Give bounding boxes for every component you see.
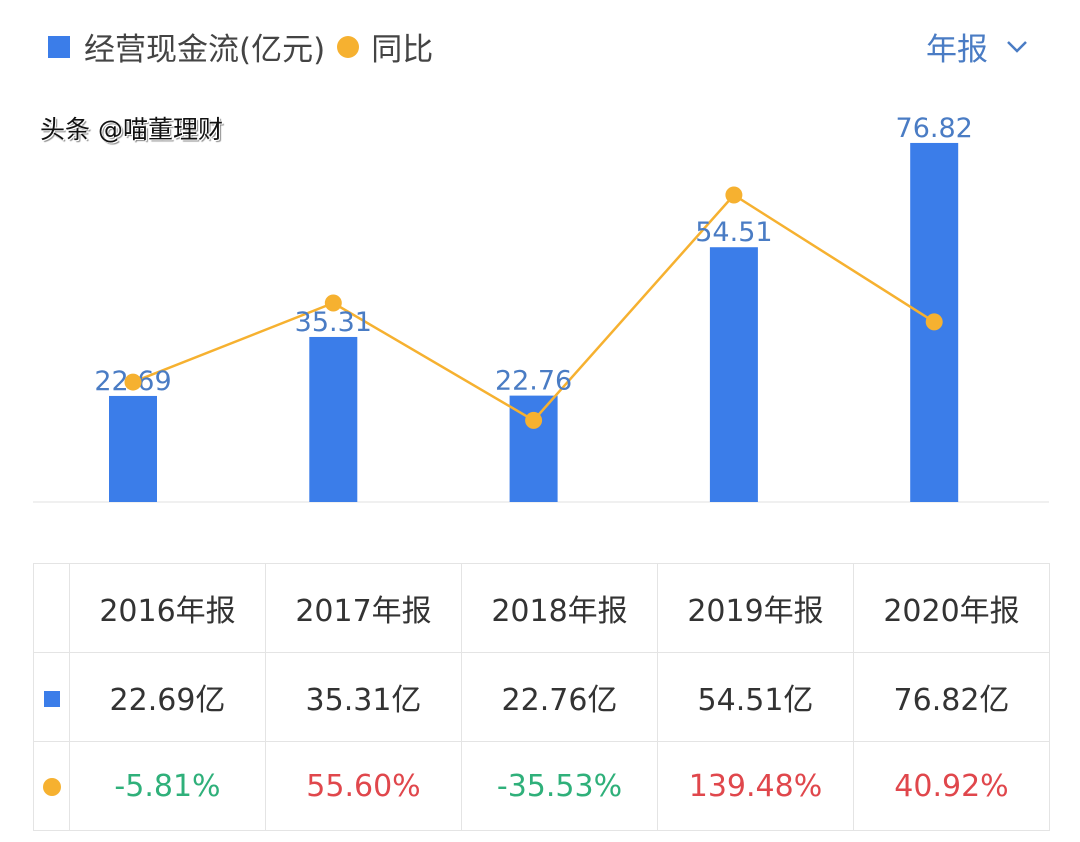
line-legend-swatch: [337, 35, 360, 58]
table-cell: 76.82亿: [853, 652, 1050, 742]
growth-point: [525, 411, 543, 429]
table-cell: -35.53%: [461, 741, 658, 831]
table-header: 2017年报: [265, 563, 462, 653]
watermark: 头条 @喵董理财: [40, 115, 223, 144]
bar: [109, 395, 157, 502]
table-cell: 35.31亿: [265, 652, 462, 742]
bar-data-label: 35.31: [295, 307, 372, 338]
bar-data-label: 76.82: [896, 113, 973, 144]
bar-data-label: 54.51: [695, 217, 772, 248]
period-label: 年报: [926, 32, 988, 68]
growth-point: [124, 373, 142, 391]
bar-legend-label: 经营现金流(亿元): [84, 32, 326, 68]
table-cell: -5.81%: [69, 741, 266, 831]
bar: [309, 336, 358, 502]
table-cell: 55.60%: [265, 741, 462, 831]
table-header: 2018年报: [461, 563, 658, 653]
table-cell: 139.48%: [657, 741, 854, 831]
chevron-down-icon: [1007, 40, 1027, 53]
legend: 经营现金流(亿元) 同比: [48, 24, 433, 69]
line-legend-label: 同比: [371, 32, 434, 68]
table-row-values: 22.69亿 35.31亿 22.76亿 54.51亿 76.82亿: [33, 652, 1050, 742]
table-row-growth: -5.81% 55.60% -35.53% 139.48% 40.92%: [33, 741, 1050, 831]
table-cell: 54.51亿: [657, 652, 854, 742]
table-header: 2019年报: [657, 563, 854, 653]
table-cell: 22.69亿: [69, 652, 266, 742]
table-header: 2016年报: [69, 563, 266, 653]
data-table: 2016年报 2017年报 2018年报 2019年报 2020年报 22.69…: [33, 563, 1050, 831]
line-series-marker: [42, 777, 61, 796]
growth-point: [925, 313, 943, 331]
table-cell: 40.92%: [853, 741, 1050, 831]
table-header-row: 2016年报 2017年报 2018年报 2019年报 2020年报: [33, 563, 1050, 653]
bar-legend-swatch: [48, 35, 70, 58]
growth-point: [725, 186, 743, 204]
period-selector[interactable]: 年报: [926, 24, 1028, 69]
bar: [709, 247, 758, 502]
table-cell: 22.76亿: [461, 652, 658, 742]
bar-data-label: 22.76: [495, 366, 572, 397]
table-header: 2020年报: [853, 563, 1050, 653]
bar-series-marker: [43, 690, 60, 707]
growth-point: [324, 294, 342, 312]
